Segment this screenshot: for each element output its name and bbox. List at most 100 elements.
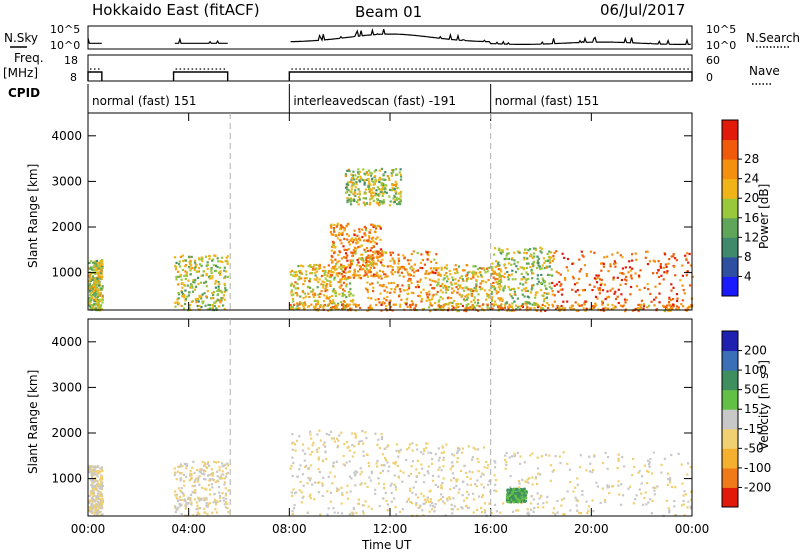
cell-4-87	[542, 506, 545, 509]
cell-4-239	[369, 271, 372, 274]
cell-4-104	[494, 466, 497, 469]
cell-6-145	[501, 298, 504, 301]
cell-4-48	[398, 287, 402, 291]
cell-4-76	[420, 297, 423, 300]
cell-4-206	[365, 260, 368, 263]
cell-3-141	[465, 471, 468, 474]
cell-2-257	[322, 294, 325, 297]
cell-3-126	[423, 449, 426, 452]
cell-4-29	[686, 473, 689, 476]
cell-4-69	[524, 480, 527, 483]
cell-1-2	[227, 275, 230, 278]
cell-3-43	[417, 496, 420, 499]
cell-2-133	[320, 290, 323, 293]
cell-8-230	[350, 177, 354, 180]
cell-2-117	[329, 471, 332, 474]
cell-4-37	[428, 250, 431, 254]
cell-2-182	[300, 302, 303, 305]
cell-4-145	[385, 251, 388, 254]
cell-1-157	[221, 260, 224, 264]
cell-3-226	[446, 499, 449, 502]
cell-8-219	[351, 181, 354, 184]
cell-0-199	[100, 466, 103, 469]
cell-6-88	[525, 287, 528, 290]
cell-2-69	[316, 433, 319, 436]
cell-4-256	[410, 300, 413, 303]
cell-3-195	[354, 237, 357, 240]
velocity-cbar-swatch-3	[722, 428, 738, 449]
cell-8-168	[357, 168, 360, 171]
cell-3-174	[336, 261, 339, 264]
cell-7-63	[653, 298, 656, 301]
cell-3-71	[456, 450, 459, 453]
cell-9-224	[370, 307, 373, 310]
cell-5-93	[455, 282, 458, 285]
cell-3-204	[466, 475, 469, 479]
cell-4-148	[601, 487, 604, 490]
cell-4-46	[587, 509, 590, 512]
cell-4-196	[408, 277, 411, 280]
cell-5-29	[451, 276, 454, 279]
cell-8-88	[390, 174, 393, 177]
cell-4-241	[425, 270, 428, 273]
cell-5-40	[500, 303, 503, 306]
cell-6-171	[526, 273, 529, 276]
cell-5-206	[507, 492, 511, 495]
cell-4-36	[401, 284, 404, 287]
cell-2-161	[317, 447, 321, 450]
cell-2-8	[304, 295, 307, 298]
cell-4-66	[515, 509, 518, 512]
velocity-cbar-tick-label-0: -200	[744, 480, 771, 494]
cell-1-251	[204, 255, 208, 258]
cell-0-24	[96, 472, 99, 475]
cell-0-170	[97, 472, 100, 475]
cell-5-246	[474, 289, 478, 292]
cell-2-99	[291, 433, 294, 436]
cell-7-162	[617, 288, 620, 291]
cell-9-221	[457, 309, 460, 313]
cell-7-213	[657, 275, 661, 279]
cell-7-129	[630, 285, 633, 289]
cell-6-239	[543, 300, 546, 303]
cell-9-251	[675, 308, 678, 311]
cell-3-220	[334, 234, 337, 237]
cell-3-5	[429, 451, 433, 455]
cell-5-144	[475, 283, 478, 286]
cell-8-240	[344, 186, 348, 189]
cell-8-150	[378, 180, 381, 184]
cell-6-238	[537, 262, 540, 265]
cell-2-20	[295, 307, 298, 310]
cell-0-142	[95, 495, 98, 498]
cell-2-64	[296, 304, 299, 307]
cell-6-253	[542, 294, 545, 297]
cell-5-182	[466, 271, 469, 274]
cell-4-103	[531, 476, 534, 479]
cell-4-193	[606, 486, 609, 489]
cell-1-168	[193, 481, 196, 484]
cell-2-230	[295, 270, 298, 274]
cell-1-152	[201, 260, 204, 263]
cell-0-253	[98, 294, 101, 297]
cell-5-109	[496, 273, 499, 276]
cell-3-129	[342, 270, 345, 273]
cell-2-97	[289, 273, 293, 276]
cell-5-221	[450, 297, 453, 300]
cell-6-95	[506, 252, 509, 255]
cell-2-150	[362, 504, 366, 507]
cell-3-246	[357, 270, 360, 273]
cell-6-137	[510, 295, 513, 298]
noise-right-top: 10^5	[706, 23, 736, 36]
cell-7-155	[565, 266, 568, 269]
cell-7-223	[620, 278, 623, 282]
cell-9-229	[486, 305, 489, 309]
cell-2-89	[301, 443, 305, 446]
cell-3-142	[358, 276, 361, 279]
cell-3-57	[437, 447, 440, 450]
cell-1-9	[174, 301, 177, 304]
cell-9-186	[560, 307, 563, 310]
cell-2-177	[338, 434, 341, 437]
cell-5-106	[444, 266, 447, 269]
cell-1-219	[205, 504, 208, 507]
cell-2-141	[305, 270, 308, 273]
cell-2-202	[290, 491, 293, 494]
